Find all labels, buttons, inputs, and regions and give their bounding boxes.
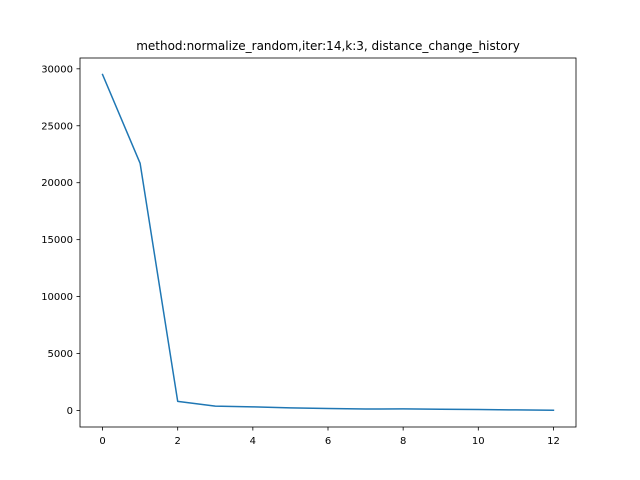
y-tick-label: 30000: [41, 64, 73, 75]
y-tick-label: 15000: [41, 235, 73, 246]
plot-area: 0 2 4 6 8 10 12 0 5000 10000 15000 20000 25000 30000: [41, 57, 577, 447]
x-tick-label: 4: [250, 436, 256, 447]
series-line-0: [101, 73, 555, 412]
y-tick-label: 20000: [41, 178, 73, 189]
x-tick-label: 0: [99, 436, 105, 447]
chart-title: method:normalize_random,iter:14,k:3, dis…: [136, 39, 520, 53]
x-tick-label: 10: [472, 436, 485, 447]
y-tick-label: 25000: [41, 121, 73, 132]
y-tick-label: 10000: [41, 292, 73, 303]
x-tick-label: 12: [547, 436, 560, 447]
y-tick-label: 0: [67, 406, 73, 417]
x-tick-label: 6: [325, 436, 331, 447]
y-tick-label: 5000: [48, 349, 73, 360]
x-tick-label: 8: [400, 436, 406, 447]
x-tick-label: 2: [175, 436, 181, 447]
